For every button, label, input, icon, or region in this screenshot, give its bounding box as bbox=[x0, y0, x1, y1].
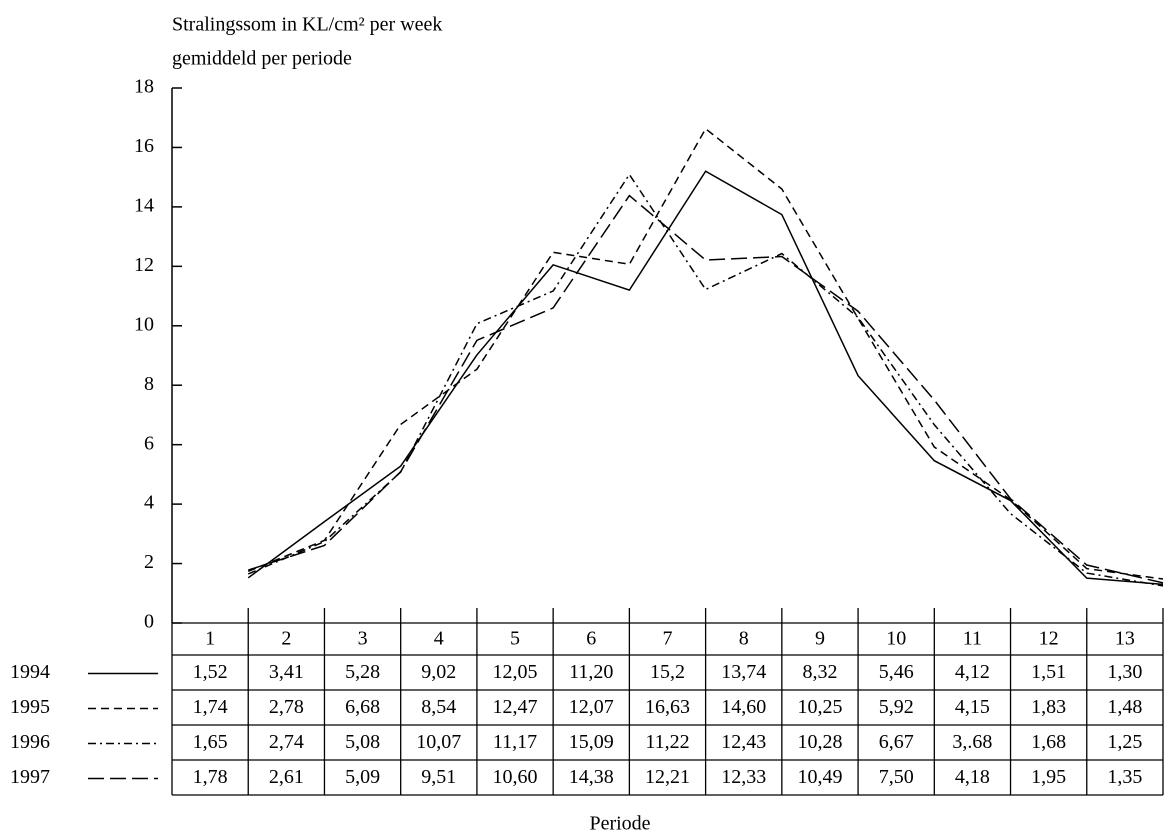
table-value: 13,74 bbox=[721, 661, 766, 683]
data-line bbox=[248, 194, 1164, 584]
table-value: 5,09 bbox=[345, 766, 380, 788]
table-value: 5,92 bbox=[879, 696, 914, 718]
x-tick-label: 2 bbox=[281, 628, 291, 650]
x-axis-label: Periode bbox=[589, 813, 650, 835]
table-value: 5,08 bbox=[345, 731, 380, 753]
x-tick-label: 4 bbox=[434, 628, 444, 650]
table-value: 1,65 bbox=[193, 731, 228, 753]
table-value: 1,74 bbox=[193, 696, 228, 718]
x-tick-label: 6 bbox=[586, 628, 596, 650]
table-value: 2,74 bbox=[269, 731, 304, 753]
y-tick-label: 0 bbox=[144, 611, 154, 633]
legend-label: 1996 bbox=[10, 731, 50, 753]
table-value: 8,32 bbox=[802, 661, 837, 683]
table-value: 8,54 bbox=[421, 696, 456, 718]
table-value: 10,07 bbox=[416, 731, 461, 753]
table-value: 3,41 bbox=[269, 661, 304, 683]
table-value: 1,25 bbox=[1107, 731, 1142, 753]
table-value: 5,28 bbox=[345, 661, 380, 683]
table-value: 1,78 bbox=[193, 766, 228, 788]
data-line bbox=[247, 170, 1164, 586]
y-tick-label: 10 bbox=[134, 313, 154, 335]
y-tick-label: 8 bbox=[144, 373, 154, 395]
x-tick-label: 8 bbox=[739, 628, 749, 650]
y-tick-label: 6 bbox=[144, 432, 154, 454]
x-tick-label: 1 bbox=[205, 628, 215, 650]
legend-label: 1997 bbox=[10, 766, 50, 788]
legend-label: 1995 bbox=[10, 696, 50, 718]
table-value: 11,17 bbox=[493, 731, 537, 753]
x-tick-label: 13 bbox=[1115, 628, 1135, 650]
data-line bbox=[247, 173, 1164, 587]
table-value: 4,18 bbox=[955, 766, 990, 788]
table-value: 4,12 bbox=[955, 661, 990, 683]
table-value: 12,33 bbox=[721, 766, 766, 788]
table-value: 12,43 bbox=[721, 731, 766, 753]
table-value: 4,15 bbox=[955, 696, 990, 718]
x-tick-label: 10 bbox=[886, 628, 906, 650]
table-value: 12,47 bbox=[493, 696, 538, 718]
x-tick-label: 5 bbox=[510, 628, 520, 650]
table-value: 12,05 bbox=[493, 661, 538, 683]
table-value: 9,51 bbox=[421, 766, 456, 788]
table-value: 16,63 bbox=[645, 696, 690, 718]
table-value: 1,48 bbox=[1107, 696, 1142, 718]
table-value: 10,49 bbox=[797, 766, 842, 788]
table-value: 3,.68 bbox=[952, 731, 992, 753]
y-tick-label: 16 bbox=[134, 135, 154, 157]
table-value: 14,60 bbox=[721, 696, 766, 718]
table-value: 7,50 bbox=[879, 766, 914, 788]
table-value: 11,20 bbox=[569, 661, 613, 683]
table-value: 12,07 bbox=[569, 696, 614, 718]
table-value: 1,83 bbox=[1031, 696, 1066, 718]
table-value: 11,22 bbox=[645, 731, 689, 753]
table-value: 1,35 bbox=[1107, 766, 1142, 788]
table-value: 1,52 bbox=[193, 661, 228, 683]
table-value: 1,68 bbox=[1031, 731, 1066, 753]
table-value: 1,95 bbox=[1031, 766, 1066, 788]
table-value: 2,61 bbox=[269, 766, 304, 788]
y-axis-label: gemiddeld per periode bbox=[172, 48, 352, 70]
table-value: 15,2 bbox=[650, 661, 685, 683]
table-value: 10,25 bbox=[797, 696, 842, 718]
table-value: 14,38 bbox=[569, 766, 614, 788]
x-tick-label: 3 bbox=[358, 628, 368, 650]
table-value: 6,67 bbox=[879, 731, 914, 753]
table-value: 10,28 bbox=[797, 731, 842, 753]
table-value: 1,30 bbox=[1107, 661, 1142, 683]
y-tick-label: 18 bbox=[134, 76, 154, 98]
legend-label: 1994 bbox=[10, 661, 50, 683]
y-tick-label: 4 bbox=[144, 492, 154, 514]
y-axis-label: Stralingssom in KL/cm² per week bbox=[172, 14, 442, 36]
y-tick-label: 14 bbox=[134, 194, 154, 216]
y-tick-label: 12 bbox=[134, 254, 154, 276]
x-tick-label: 9 bbox=[815, 628, 825, 650]
x-tick-label: 11 bbox=[963, 628, 982, 650]
x-tick-label: 12 bbox=[1039, 628, 1059, 650]
table-value: 10,60 bbox=[493, 766, 538, 788]
y-tick-label: 2 bbox=[144, 551, 154, 573]
table-value: 9,02 bbox=[421, 661, 456, 683]
table-value: 6,68 bbox=[345, 696, 380, 718]
table-value: 15,09 bbox=[569, 731, 614, 753]
table-value: 12,21 bbox=[645, 766, 690, 788]
table-value: 5,46 bbox=[879, 661, 914, 683]
table-value: 2,78 bbox=[269, 696, 304, 718]
table-value: 1,51 bbox=[1031, 661, 1066, 683]
x-tick-label: 7 bbox=[663, 628, 673, 650]
